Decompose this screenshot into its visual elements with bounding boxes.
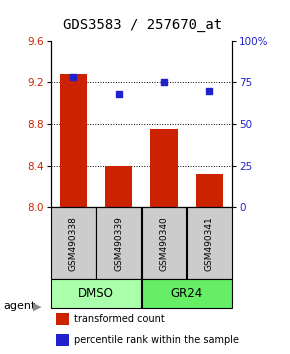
Text: DMSO: DMSO [78, 287, 114, 300]
Point [116, 91, 121, 97]
Text: GSM490340: GSM490340 [160, 216, 168, 270]
FancyBboxPatch shape [187, 207, 232, 279]
Text: transformed count: transformed count [74, 314, 165, 324]
Text: agent: agent [3, 301, 35, 311]
Point [162, 80, 166, 85]
FancyBboxPatch shape [51, 207, 96, 279]
Text: GDS3583 / 257670_at: GDS3583 / 257670_at [63, 18, 222, 32]
Bar [105, 166, 132, 207]
Bar [56, 334, 69, 346]
Bar [151, 129, 177, 207]
Bar [196, 174, 223, 207]
Bar [60, 74, 87, 207]
Text: GR24: GR24 [171, 287, 203, 300]
Point [207, 88, 212, 93]
Text: ▶: ▶ [33, 301, 42, 311]
FancyBboxPatch shape [142, 279, 232, 308]
Text: GSM490339: GSM490339 [114, 216, 123, 271]
FancyBboxPatch shape [96, 207, 141, 279]
Point [71, 75, 76, 80]
Bar [56, 313, 69, 325]
Text: percentile rank within the sample: percentile rank within the sample [74, 335, 239, 345]
Text: GSM490338: GSM490338 [69, 216, 78, 271]
FancyBboxPatch shape [142, 207, 186, 279]
Text: GSM490341: GSM490341 [205, 216, 214, 270]
FancyBboxPatch shape [51, 279, 141, 308]
